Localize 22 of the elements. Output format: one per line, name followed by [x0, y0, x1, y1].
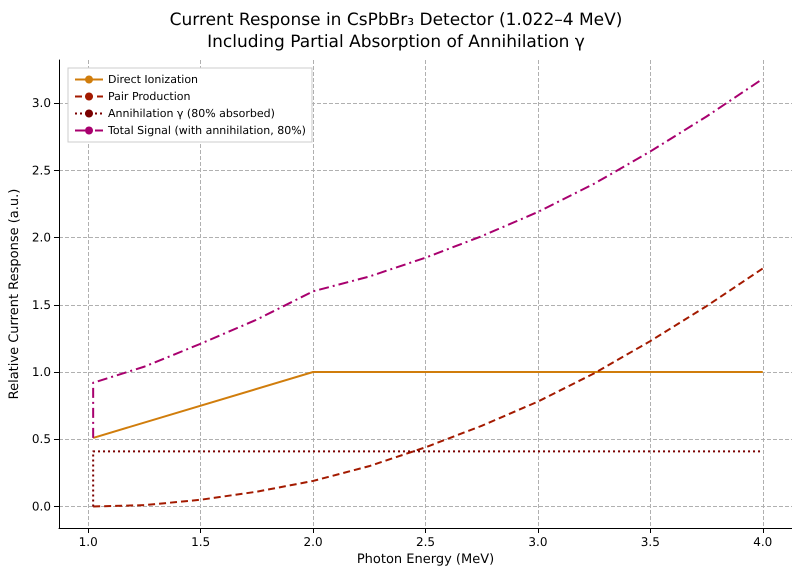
y-tick-label: 3.0 — [32, 96, 51, 110]
x-tick-label: 1.5 — [191, 535, 210, 549]
x-tick-label: 2.0 — [304, 535, 323, 549]
y-tick-label: 0.0 — [32, 499, 51, 514]
line-series — [92, 267, 764, 508]
y-tick-label: 1.0 — [32, 365, 51, 379]
x-tick-label: 3.5 — [640, 535, 660, 549]
legend-label: Annihilation γ (80% absorbed) — [108, 107, 275, 120]
y-axis-title: Relative Current Response (a.u.) — [7, 188, 22, 400]
x-tick-label: 4.0 — [753, 535, 772, 549]
legend-label: Total Signal (with annihilation, 80%) — [107, 124, 306, 137]
y-tick-label: 1.5 — [32, 298, 51, 312]
x-tick-label: 1.0 — [78, 535, 98, 549]
x-axis-title: Photon Energy (MeV) — [356, 552, 494, 567]
y-tick-label: 2.0 — [32, 230, 51, 245]
x-tick-label: 3.0 — [528, 535, 548, 549]
legend-label: Direct Ionization — [108, 73, 198, 86]
y-tick-label: 0.5 — [32, 432, 51, 446]
x-tick-label: 2.5 — [416, 535, 436, 549]
y-tick-label: 2.5 — [32, 163, 51, 178]
chart-title: Current Response in CsPbBr₃ Detector (1.022–4 MeV) Including Partial Absorption of Annihilation γ — [170, 10, 622, 52]
legend-label: Pair Production — [108, 90, 191, 103]
